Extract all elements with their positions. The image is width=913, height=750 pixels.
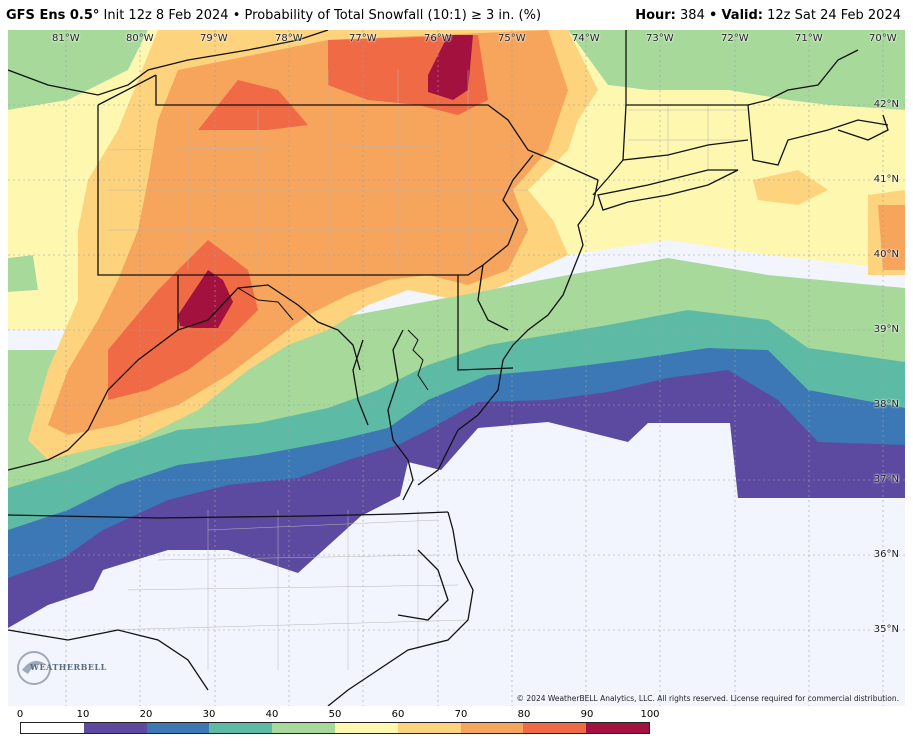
state-borders — [8, 30, 889, 706]
product-name: Probability of Total Snowfall (10:1) ≥ 3… — [244, 8, 542, 23]
colorbar-segment — [209, 723, 273, 733]
fill-90-100 — [178, 35, 473, 328]
colorbar-tick-label: 10 — [76, 709, 90, 720]
lon-label-81w: 81°W — [52, 33, 80, 44]
county-borders — [107, 70, 748, 670]
colorbar-ticks: 0 10 20 30 40 50 60 70 80 90 100 — [16, 709, 660, 721]
fill-20-30 — [8, 300, 905, 578]
fill-10-20 — [8, 320, 905, 628]
copyright-notice: © 2024 WeatherBELL Analytics, LLC. All r… — [516, 694, 899, 703]
lon-label-76w: 76°W — [424, 33, 452, 44]
map-title: GFS Ens 0.5° Init 12z 8 Feb 2024 • Proba… — [6, 8, 541, 23]
snowfall-probability-map: 81°W 80°W 79°W 78°W 77°W 76°W 75°W 74°W … — [8, 30, 905, 706]
colorbar-segment — [272, 723, 335, 733]
colorbar-segment — [586, 723, 649, 733]
valid-value: 12z Sat 24 Feb 2024 — [767, 8, 901, 23]
valid-label: Valid: — [721, 8, 763, 23]
lat-label-40n: 40°N — [873, 249, 899, 260]
lat-label-36n: 36°N — [873, 549, 899, 560]
lon-label-75w: 75°W — [498, 33, 526, 44]
lat-label-39n: 39°N — [873, 324, 899, 335]
hour-value: 384 — [680, 8, 705, 23]
title-bullet: • — [232, 8, 241, 23]
lat-label-35n: 35°N — [873, 624, 899, 635]
colorbar-tick-label: 80 — [517, 709, 531, 720]
lat-label-41n: 41°N — [873, 174, 899, 185]
lon-label-70w: 70°W — [869, 33, 897, 44]
lon-label-73w: 73°W — [646, 33, 674, 44]
lon-label-74w: 74°W — [572, 33, 600, 44]
colorbar-segment — [397, 723, 461, 733]
lon-label-79w: 79°W — [200, 33, 228, 44]
colorbar-tick-label: 50 — [328, 709, 342, 720]
colorbar-tick-label: 90 — [580, 709, 594, 720]
colorbar-tick-label: 20 — [139, 709, 153, 720]
colorbar-tick-label: 30 — [202, 709, 216, 720]
title-bullet-2: • — [709, 8, 718, 23]
logo-swirl-icon — [17, 651, 51, 685]
colorbar-segment — [146, 723, 210, 733]
lat-label-42n: 42°N — [873, 99, 899, 110]
model-name: GFS Ens 0.5 — [6, 8, 93, 23]
colorbar-tick-label: 0 — [16, 709, 24, 720]
colorbar-segment — [523, 723, 587, 733]
fill-30-40 — [8, 280, 905, 530]
fill-70-80 — [48, 30, 905, 435]
lat-label-38n: 38°N — [873, 399, 899, 410]
colorbar-segment — [460, 723, 524, 733]
valid-time-info: Hour: 384 • Valid: 12z Sat 24 Feb 2024 — [635, 8, 901, 23]
logo-text: WEATHERBELL — [30, 662, 107, 672]
lat-label-37n: 37°N — [873, 474, 899, 485]
colorbar-tick-label: 100 — [640, 709, 660, 720]
weatherbell-logo: WEATHERBELL — [14, 648, 106, 688]
colorbar-segment — [21, 723, 84, 733]
degree-symbol: ° — [92, 8, 100, 23]
map-canvas — [8, 30, 905, 706]
colorbar-tick-label: 70 — [454, 709, 468, 720]
colorbar-tick-label: 60 — [391, 709, 405, 720]
lon-label-77w: 77°W — [349, 33, 377, 44]
lon-label-72w: 72°W — [721, 33, 749, 44]
lon-label-78w: 78°W — [275, 33, 303, 44]
lon-label-80w: 80°W — [126, 33, 154, 44]
lon-label-71w: 71°W — [795, 33, 823, 44]
colorbar-segment — [83, 723, 147, 733]
probability-colorbar — [20, 722, 650, 734]
coastal-detail — [237, 287, 429, 391]
colorbar-tick-label: 40 — [265, 709, 279, 720]
init-time: Init 12z 8 Feb 2024 — [103, 8, 229, 23]
hour-label: Hour: — [635, 8, 676, 23]
map-header: GFS Ens 0.5° Init 12z 8 Feb 2024 • Proba… — [0, 0, 913, 30]
colorbar-segment — [334, 723, 398, 733]
